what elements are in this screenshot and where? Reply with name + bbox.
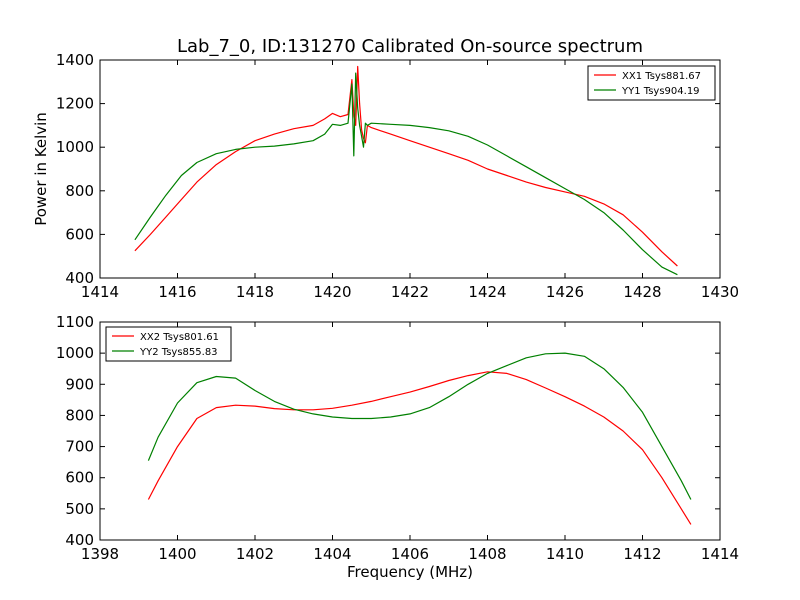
y-tick-label: 1000 [56,344,94,362]
x-tick-label: 1406 [391,545,429,563]
y-axis-label: Power in Kelvin [32,112,50,226]
y-tick-label: 400 [65,269,94,287]
x-tick-label: 1410 [546,545,584,563]
y-tick-label: 900 [65,375,94,393]
x-tick-label: 1416 [158,283,196,301]
x-tick-label: 1402 [236,545,274,563]
x-tick-label: 1404 [313,545,351,563]
legend-label: YY1 Tsys904.19 [621,86,700,97]
y-tick-label: 600 [65,225,94,243]
top-plot: 1414 1416 1418 1420 1422 1424 1426 1428 1430 400 6… [32,36,739,301]
x-tick-label: 1398 [81,545,119,563]
x-tick-label: 1414 [701,545,739,563]
y-tick-label: 600 [65,469,94,487]
y-tick-label: 800 [65,182,94,200]
y-tick-label: 700 [65,438,94,456]
legend-label: XX2 Tsys801.61 [140,332,219,343]
y-tick-label: 800 [65,406,94,424]
x-tick-label: 1408 [468,545,506,563]
x-tick-label: 1400 [158,545,196,563]
x-tick-label: 1430 [701,283,739,301]
x-tick-label: 1414 [81,283,119,301]
y-tick-label: 1000 [56,138,94,156]
series-line-1-1 [147,352,692,500]
x-tick-label: 1420 [313,283,351,301]
x-tick-label: 1412 [623,545,661,563]
x-tick-label: 1428 [623,283,661,301]
y-tick-label: 1400 [56,51,94,69]
y-tick-label: 400 [65,531,94,549]
x-tick-label: 1418 [236,283,274,301]
x-tick-label: 1426 [546,283,584,301]
x-axis-label: Frequency (MHz) [347,563,473,581]
legend-label: XX1 Tsys881.67 [622,71,701,82]
legend-label: YY2 Tsys855.83 [139,347,218,358]
y-tick-label: 1100 [56,313,94,331]
legend-box [587,65,716,101]
x-tick-label: 1424 [468,283,506,301]
y-tick-label: 1200 [56,95,94,113]
series-line-0-0 [134,65,678,267]
legend-box [105,326,232,362]
y-tick-label: 500 [65,500,94,518]
series-line-1-0 [147,371,692,525]
x-tick-label: 1422 [391,283,429,301]
series-line-0-1 [134,72,678,276]
chart-title: Lab_7_0, ID:131270 Calibrated On-source … [177,36,643,57]
bottom-plot: 1398 1400 1402 1404 1406 1408 1410 1412 1414 400 5… [56,313,739,581]
